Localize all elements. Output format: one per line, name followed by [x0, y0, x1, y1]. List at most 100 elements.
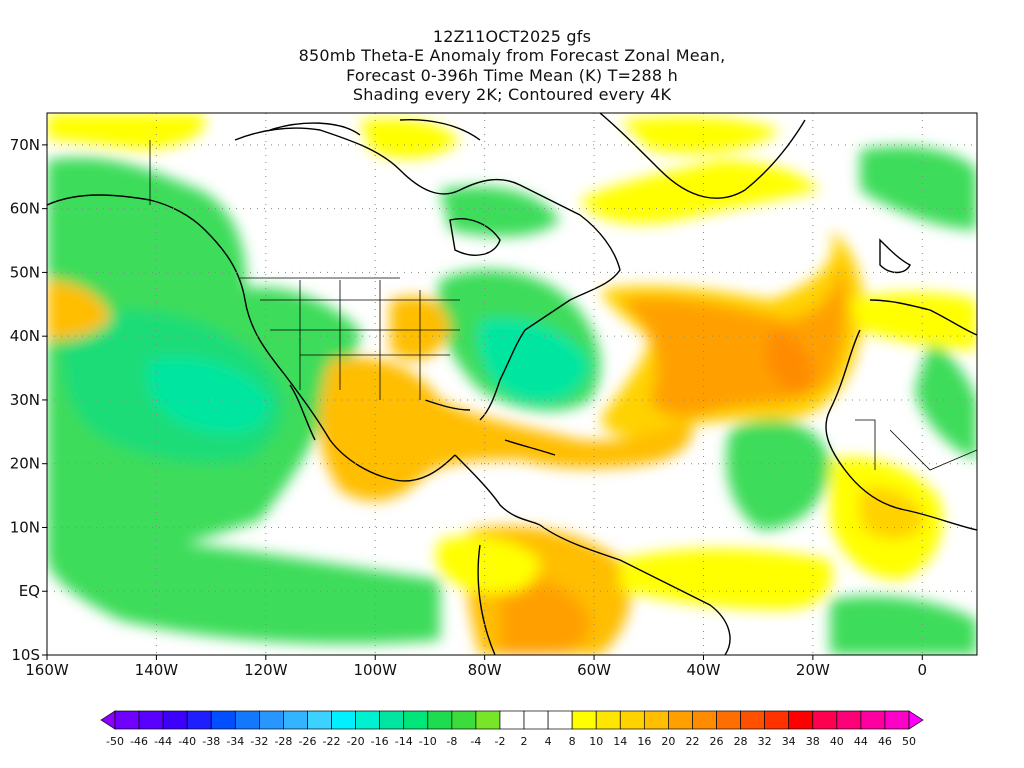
colorbar-swatch [210, 710, 236, 730]
lat-tick-label: 30N [10, 391, 40, 409]
colorbar-label: 16 [637, 735, 651, 748]
colorbar-swatch [259, 710, 284, 730]
colorbar-label: -20 [347, 735, 365, 748]
colorbar-label: -8 [446, 735, 457, 748]
latitude-axis: 70N 60N 50N 40N 30N 20N 10N EQ 10S [10, 136, 47, 664]
colorbar-label: 4 [545, 735, 552, 748]
lat-tick-label: 10S [11, 646, 40, 664]
colorbar-swatch [668, 710, 693, 730]
colorbar-label: 46 [878, 735, 892, 748]
colorbar-swatch [740, 710, 765, 730]
theta-e-anomaly-shading [47, 113, 977, 655]
colorbar-high-arrow [908, 710, 924, 730]
lat-tick-label: 20N [10, 455, 40, 473]
colorbar-swatch [716, 710, 741, 730]
colorbar-low-arrow [100, 710, 116, 730]
colorbar-label: 14 [613, 735, 627, 748]
colorbar-swatch [788, 710, 814, 730]
colorbar-label: 10 [589, 735, 603, 748]
lat-tick-label: 50N [10, 263, 40, 281]
lat-tick-label: 70N [10, 136, 40, 154]
colorbar-swatch [331, 710, 356, 730]
colorbar-label: 22 [685, 735, 699, 748]
colorbar-swatch [692, 710, 717, 730]
lon-tick-label: 40W [687, 661, 721, 679]
colorbar-swatch [186, 710, 212, 730]
lon-tick-label: 100W [354, 661, 398, 679]
colorbar-label: -14 [395, 735, 413, 748]
lat-tick-label: 60N [10, 200, 40, 218]
colorbar-swatch [571, 710, 597, 730]
colorbar-label: -22 [323, 735, 341, 748]
colorbar-label: -4 [470, 735, 481, 748]
colorbar-label: -26 [299, 735, 317, 748]
lon-tick-label: 140W [135, 661, 179, 679]
colorbar-labels: -50 -46 -44 -40 -38 -34 -32 -28 -26 -22 -20 -16 -14-… [106, 735, 916, 748]
colorbar-label: 8 [569, 735, 576, 748]
colorbar-label: 38 [806, 735, 820, 748]
lon-tick-label: 20W [796, 661, 830, 679]
colorbar-swatch [764, 710, 790, 730]
colorbar-swatch [138, 710, 164, 730]
colorbar-label: 34 [782, 735, 796, 748]
lon-tick-label: 120W [244, 661, 288, 679]
colorbar-swatch [234, 710, 260, 730]
colorbar-swatch [547, 710, 573, 730]
lon-tick-label: 0 [918, 661, 928, 679]
colorbar-swatch [379, 710, 405, 730]
colorbar-swatch [475, 710, 501, 730]
colorbar-label: 44 [854, 735, 868, 748]
colorbar-swatch [499, 710, 525, 730]
title-line-1: 12Z11OCT2025 gfs [432, 27, 592, 46]
title-line-3: Forecast 0-396h Time Mean (K) T=288 h [346, 66, 678, 85]
plot-frame [46, 112, 978, 656]
colorbar-swatch [836, 710, 862, 730]
colorbar-swatch [643, 710, 669, 730]
colorbar-swatch [884, 710, 910, 730]
colorbar-swatch [307, 710, 332, 730]
political-boundaries [149, 140, 977, 471]
longitude-axis: 160W 140W 120W 100W 80W 60W 40W 20W 0 [25, 655, 927, 679]
lon-tick-label: 80W [468, 661, 502, 679]
colorbar-label: -38 [202, 735, 220, 748]
lon-tick-label: 160W [25, 661, 69, 679]
colorbar-swatch [162, 710, 188, 730]
colorbar-label: -32 [250, 735, 268, 748]
title-line-2: 850mb Theta-E Anomaly from Forecast Zona… [298, 46, 726, 65]
colorbar-label: -40 [178, 735, 196, 748]
lat-tick-label: EQ [19, 582, 40, 600]
colorbar-swatch [283, 710, 308, 730]
colorbar-label: 2 [521, 735, 528, 748]
colorbar-label: 50 [902, 735, 916, 748]
colorbar-label: -10 [419, 735, 437, 748]
colorbar-label: 26 [710, 735, 724, 748]
lon-tick-label: 60W [577, 661, 611, 679]
colorbar-swatch [812, 710, 838, 730]
colorbar-label: 20 [661, 735, 675, 748]
colorbar [100, 710, 924, 730]
colorbar-swatch [355, 710, 381, 730]
colorbar-swatch [427, 710, 453, 730]
colorbar-swatch [451, 710, 477, 730]
colorbar-label: -44 [154, 735, 172, 748]
lat-tick-label: 40N [10, 327, 40, 345]
map-gridlines [47, 113, 977, 655]
colorbar-label: -46 [130, 735, 148, 748]
colorbar-swatch [619, 710, 645, 730]
colorbar-swatch [595, 710, 621, 730]
title-line-4: Shading every 2K; Contoured every 4K [352, 85, 672, 104]
lat-tick-label: 10N [10, 518, 40, 536]
colorbar-label: -50 [106, 735, 124, 748]
colorbar-swatch [114, 710, 140, 730]
colorbar-label: 32 [758, 735, 772, 748]
colorbar-swatch [860, 710, 886, 730]
colorbar-label: 40 [830, 735, 844, 748]
colorbar-label: -28 [274, 735, 292, 748]
colorbar-label: -34 [226, 735, 244, 748]
colorbar-label: 28 [734, 735, 748, 748]
colorbar-label: -2 [494, 735, 505, 748]
colorbar-label: -16 [371, 735, 389, 748]
coastlines [47, 113, 977, 655]
colorbar-swatch [403, 710, 429, 730]
